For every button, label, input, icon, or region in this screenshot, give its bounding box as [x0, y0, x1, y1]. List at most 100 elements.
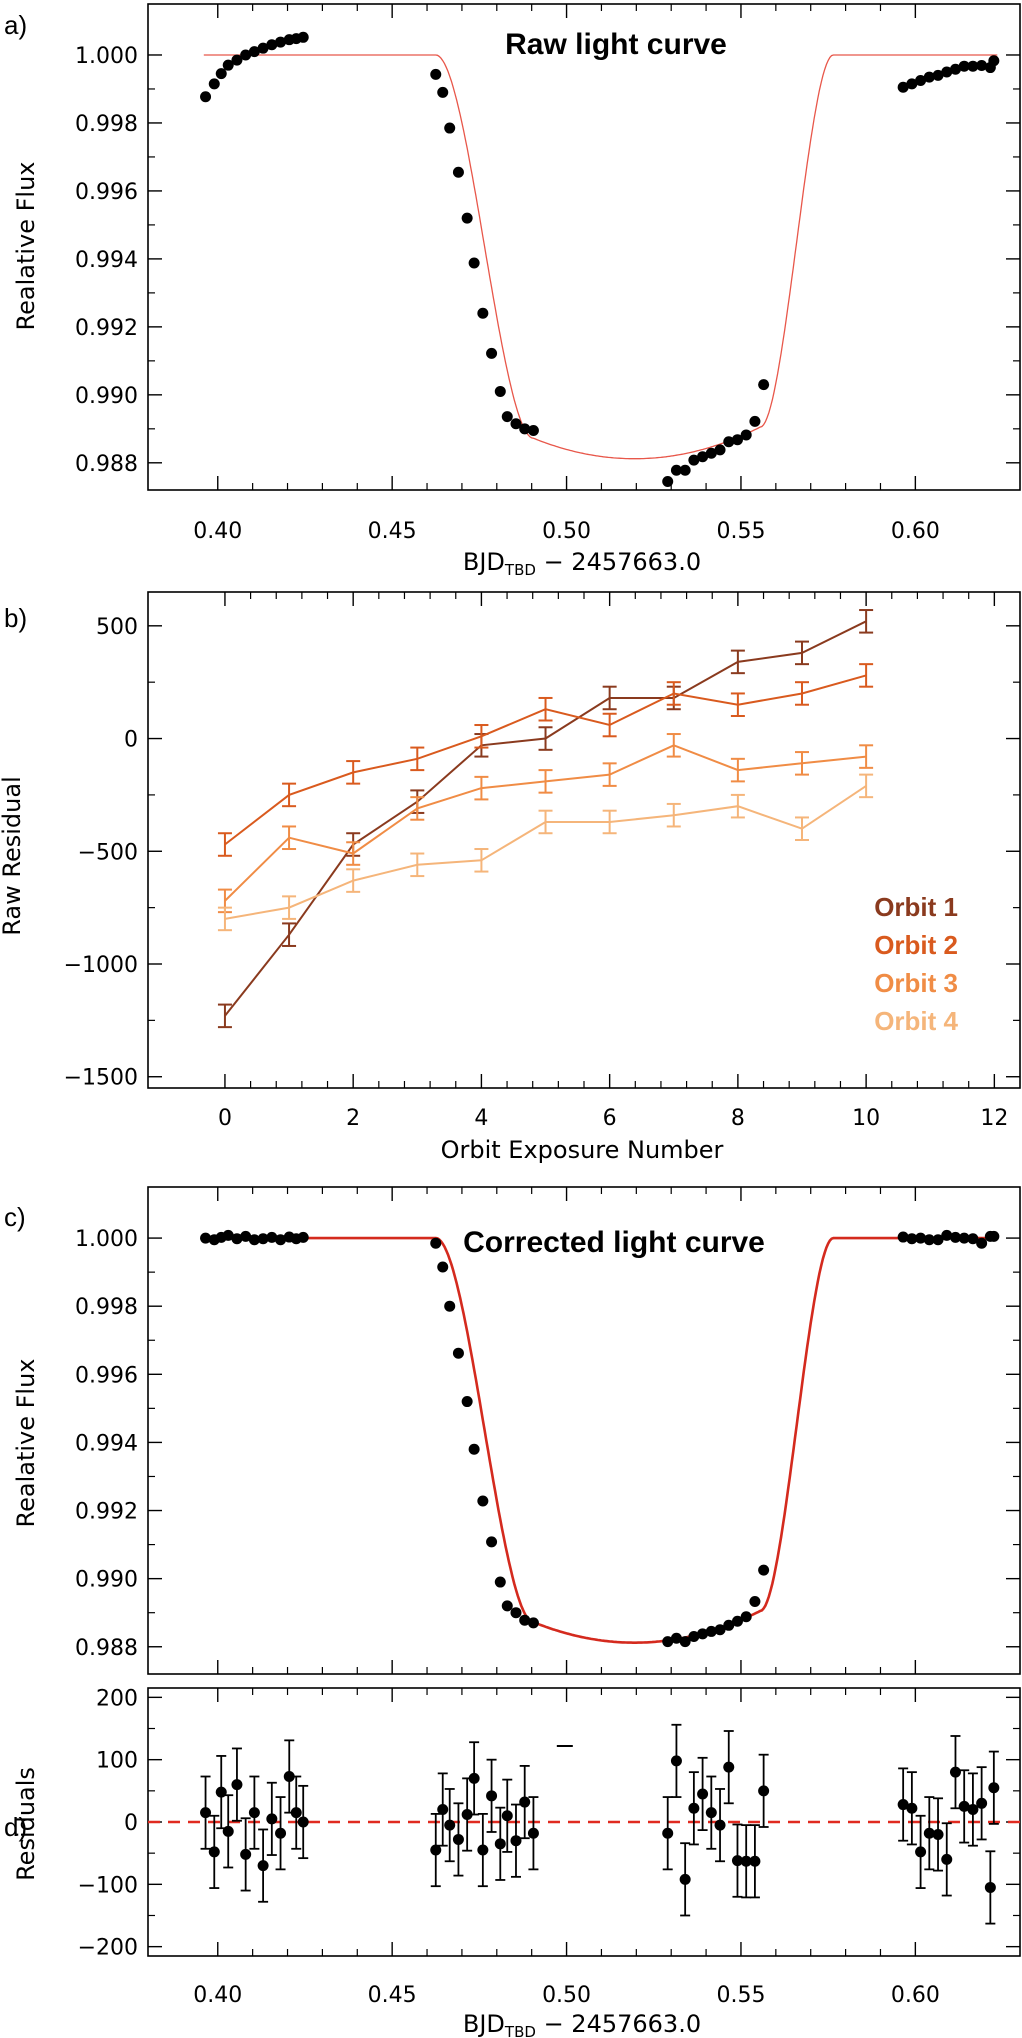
x-tick-label: 0.45 — [368, 1983, 417, 2008]
data-point — [967, 1804, 979, 1816]
y-tick-label: 0.996 — [75, 1363, 138, 1388]
panel-c-ylabel: Realative Flux — [12, 1358, 40, 1527]
data-point — [740, 1611, 752, 1623]
data-point — [477, 1844, 489, 1856]
data-point — [494, 1576, 506, 1588]
data-point — [519, 1614, 531, 1626]
data-point — [437, 86, 449, 98]
y-tick-label: 0.994 — [75, 1431, 138, 1456]
data-point — [468, 1443, 480, 1455]
transit-model-line — [203, 1236, 998, 1644]
panel-c-corrected-light-curve: c) Corrected light curve Realative Flux … — [4, 1186, 1021, 1675]
y-tick-label: 0.996 — [75, 180, 138, 205]
data-point — [697, 1788, 709, 1800]
data-point — [437, 1261, 449, 1273]
data-point — [958, 1800, 970, 1812]
data-point — [949, 1231, 961, 1243]
data-point — [452, 1347, 464, 1359]
data-point — [906, 1802, 918, 1814]
data-point — [670, 464, 682, 476]
y-tick-label: 0.992 — [75, 1500, 138, 1525]
data-point — [200, 91, 212, 103]
x-tick-label: 0.45 — [368, 519, 417, 544]
data-point — [275, 1827, 287, 1839]
panel-d-residuals: d) Residuals BJDTBD − 2457663.0 −200 −100… — [4, 1686, 1021, 2038]
data-point — [231, 1779, 243, 1791]
data-point — [430, 1844, 442, 1856]
data-point — [714, 1819, 726, 1831]
data-point — [452, 1833, 464, 1845]
data-point — [222, 59, 234, 71]
panel-c-title: Corrected light curve — [463, 1226, 765, 1259]
panel-d-label: d) — [4, 1812, 27, 1842]
data-point — [932, 1234, 944, 1246]
x-tick-label: 12 — [980, 1106, 1008, 1131]
data-point — [444, 122, 456, 134]
data-point — [486, 1790, 498, 1802]
y-tick-label: 0.994 — [75, 248, 138, 273]
data-point — [662, 1636, 674, 1648]
data-point — [444, 1819, 456, 1831]
data-point — [731, 434, 743, 446]
panel-d-ylabel: Residuals — [12, 1767, 40, 1881]
data-point — [897, 81, 909, 93]
data-point — [679, 1636, 691, 1648]
data-point — [988, 55, 1000, 67]
data-point — [897, 1799, 909, 1811]
data-point — [941, 66, 953, 78]
data-point — [714, 444, 726, 456]
data-point — [208, 1846, 220, 1858]
data-point — [688, 1631, 700, 1643]
data-point — [949, 63, 961, 75]
data-point — [452, 166, 464, 178]
data-point — [222, 1229, 234, 1241]
data-point — [208, 78, 220, 90]
y-tick-label: 500 — [96, 615, 138, 640]
data-point — [688, 1802, 700, 1814]
data-point — [749, 415, 761, 427]
data-point — [923, 1827, 935, 1839]
data-point — [430, 68, 442, 80]
data-point — [941, 1229, 953, 1241]
data-point — [231, 1233, 243, 1245]
data-point — [215, 68, 227, 80]
y-tick-label: −1500 — [64, 1066, 138, 1091]
x-tick-label: 0.55 — [716, 519, 765, 544]
data-point — [949, 1766, 961, 1778]
data-point — [958, 1232, 970, 1244]
x-tick-label: 2 — [346, 1106, 360, 1131]
legend-entry-orbit-2: Orbit 2 — [874, 930, 958, 960]
data-point — [758, 1564, 770, 1576]
data-point — [430, 1237, 442, 1249]
data-point — [501, 1600, 513, 1612]
y-tick-label: 0 — [124, 1811, 138, 1836]
y-tick-label: 0.998 — [75, 1295, 138, 1320]
data-point — [758, 379, 770, 391]
data-point — [915, 1232, 927, 1244]
x-tick-label: 6 — [603, 1106, 617, 1131]
data-point — [477, 307, 489, 319]
legend-entry-orbit-4: Orbit 4 — [874, 1006, 958, 1036]
data-point — [297, 1231, 309, 1243]
data-point — [275, 1234, 287, 1246]
x-tick-label: 0.55 — [716, 1983, 765, 2008]
data-point — [679, 464, 691, 476]
data-point — [486, 1536, 498, 1548]
data-point — [468, 1772, 480, 1784]
data-point — [510, 418, 522, 430]
data-point — [923, 1234, 935, 1246]
data-point — [723, 1619, 735, 1631]
data-point — [461, 1396, 473, 1408]
data-point — [906, 78, 918, 90]
data-point — [705, 1625, 717, 1637]
y-tick-label: 100 — [96, 1749, 138, 1774]
data-point — [906, 1233, 918, 1245]
data-point — [200, 1807, 212, 1819]
data-point — [714, 1624, 726, 1636]
data-point — [501, 411, 513, 423]
data-point — [731, 1615, 743, 1627]
panel-d-xlabel: BJDTBD − 2457663.0 — [463, 2010, 701, 2038]
data-point — [749, 1855, 761, 1867]
data-point — [231, 54, 243, 66]
